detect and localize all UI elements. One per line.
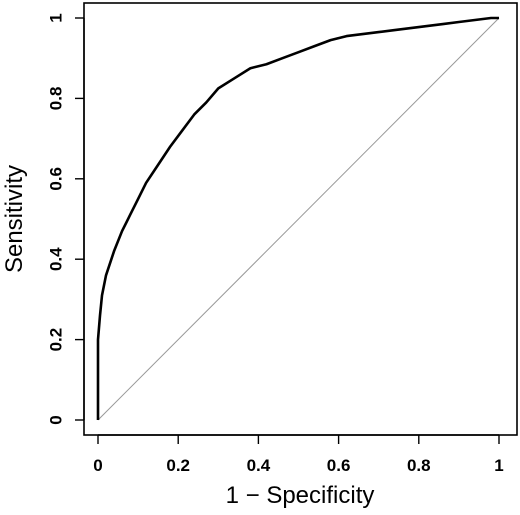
x-tick-label: 0.4 [247,456,271,475]
y-tick-label: 0.8 [47,87,66,111]
x-tick-label: 1 [494,456,503,475]
plot-frame [83,2,518,436]
y-tick-label: 0.2 [47,328,66,352]
x-axis-title: 1 − Specificity [226,482,375,509]
reference-layer [97,17,500,421]
y-tick-label: 1 [47,13,66,22]
x-tick-label: 0.8 [407,456,431,475]
y-tick-label: 0.6 [47,167,66,191]
y-axis-title: Sensitivity [1,165,28,273]
series-layer [96,16,499,420]
x-tick-label: 0.2 [166,456,190,475]
x-tick-label: 0 [93,456,102,475]
y-tick-label: 0.4 [47,247,66,271]
x-tick-label: 0.6 [327,456,351,475]
y-tick-label: 0 [47,415,66,424]
reference-diagonal-line [97,17,500,421]
roc-curve-line [96,16,499,420]
x-axis: 0 0.2 0.4 0.6 0.8 1 [93,434,504,475]
y-axis: 0 0.2 0.4 0.6 0.8 1 [47,13,85,425]
